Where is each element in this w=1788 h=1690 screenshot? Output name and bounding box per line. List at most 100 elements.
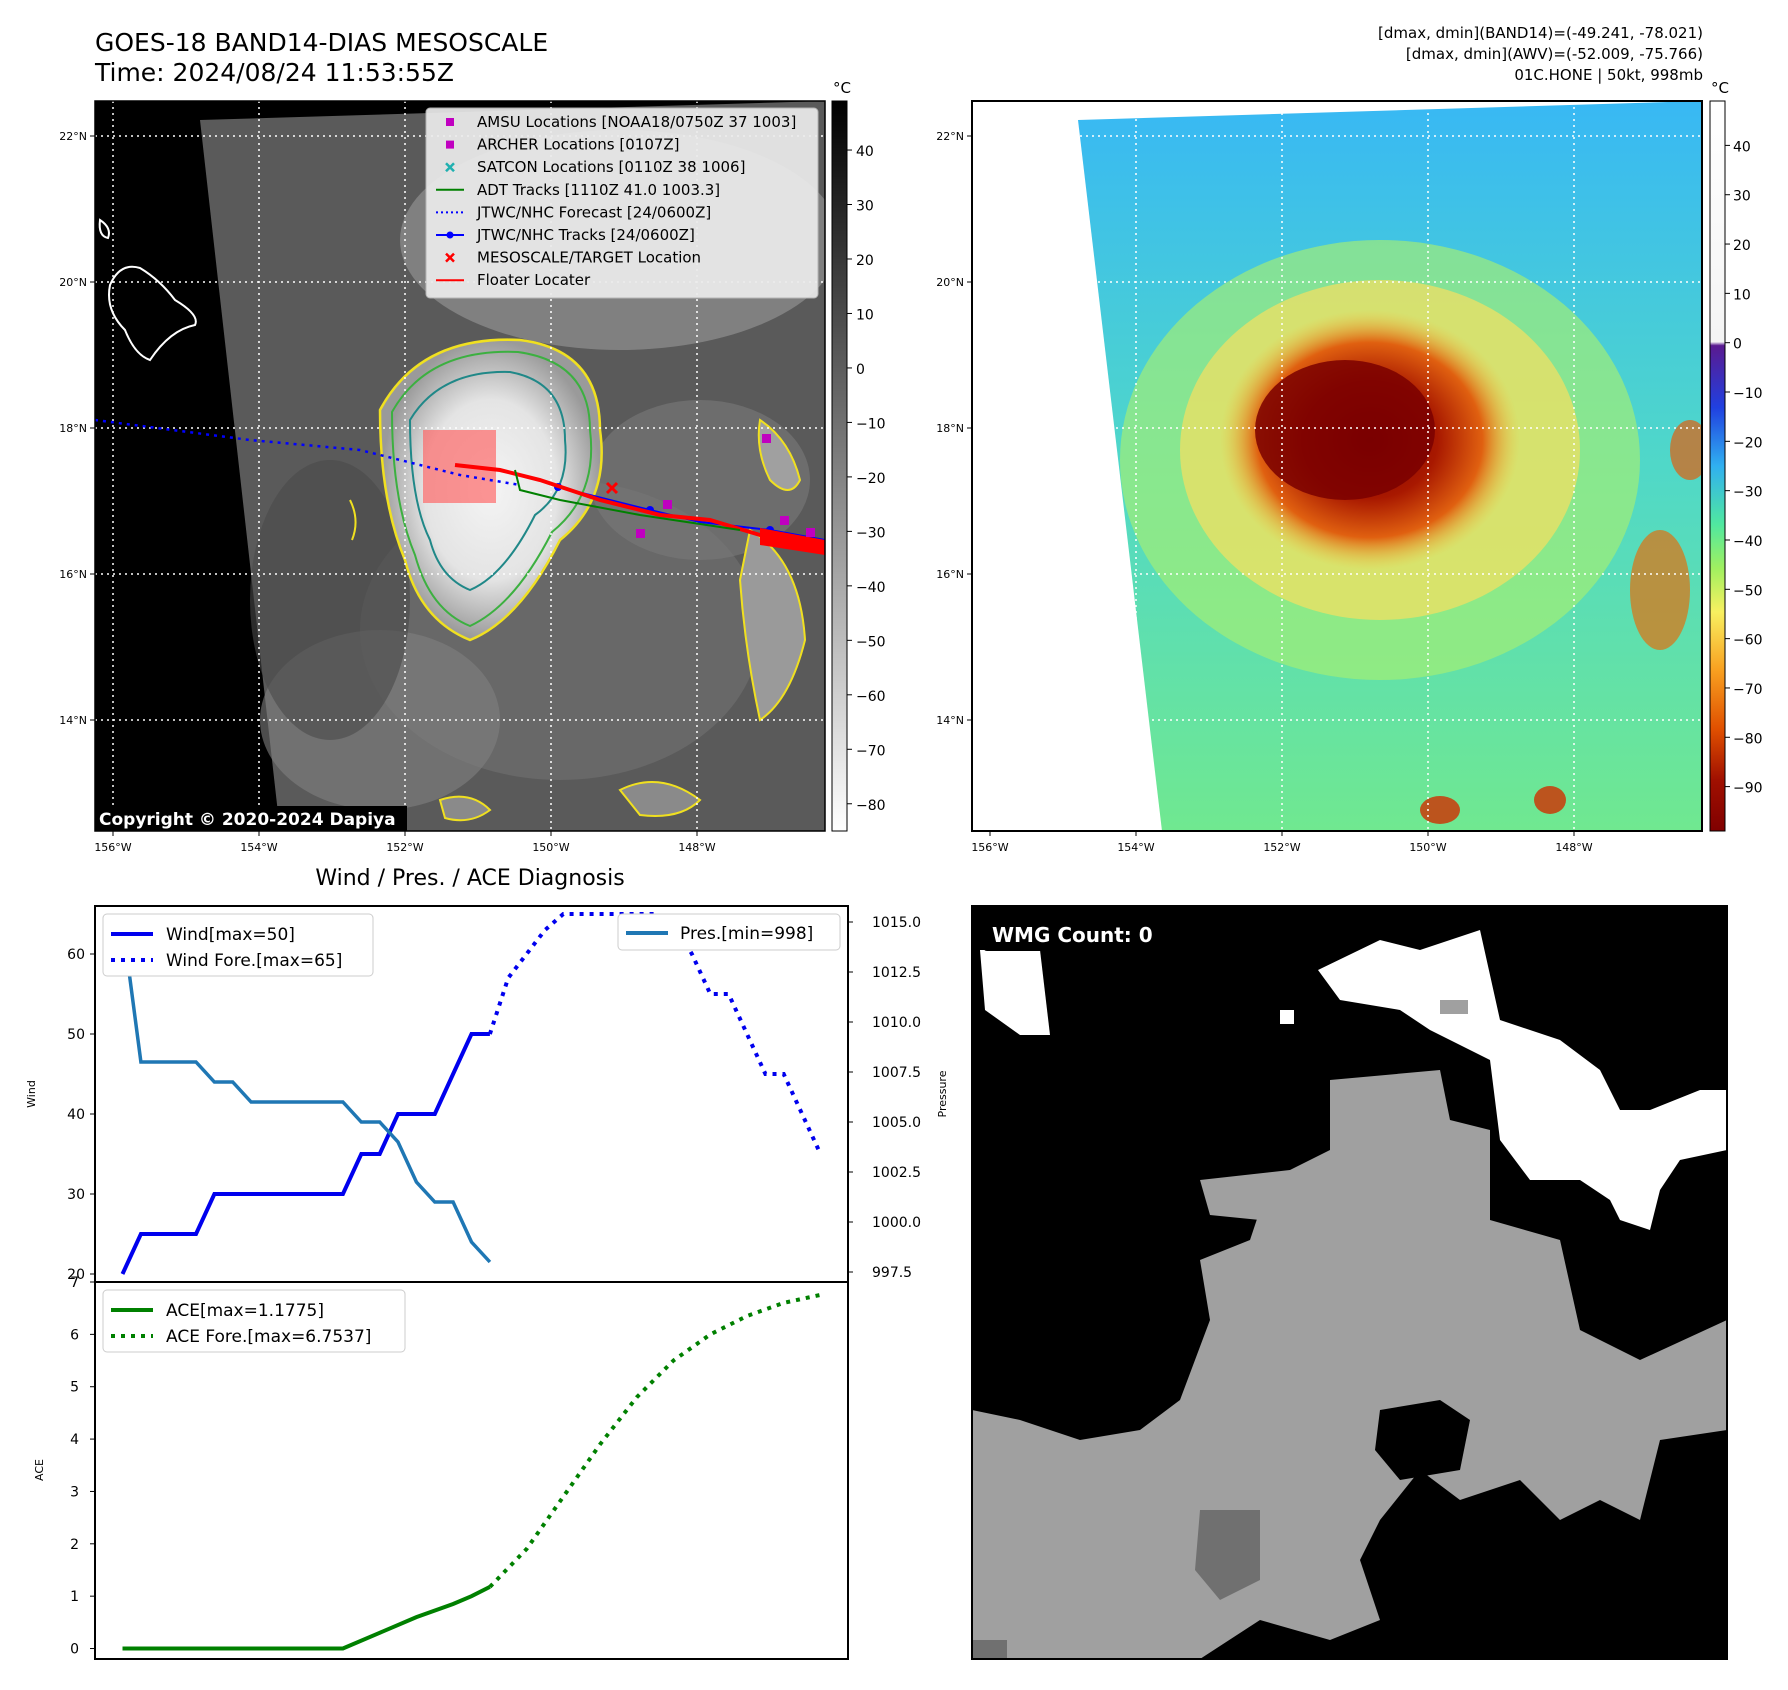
map-lon-ticks: 156°W 154°W 152°W 150°W 148°W [94,831,716,854]
lat-tick-label: 18°N [59,422,87,435]
lat-tick-label: 22°N [59,130,87,143]
wmg-dark-gray [1195,1510,1260,1600]
target-x [605,481,619,495]
ir-colorbar-tick: 40 [856,144,874,160]
pressure-series-line [120,921,492,1264]
wind-legend-box [102,913,374,977]
wmg-frame [971,905,1728,1660]
map-legend-label: MESOSCALE/TARGET Location [477,249,701,267]
awv-colorbar-tick: −90 [1733,781,1763,797]
ace-legend: ACE[max=1.1775] ACE Fore.[max=6.7537] [102,1289,406,1353]
awv-colorbar-tick: −70 [1733,682,1763,698]
wind-y-ticks: 20 30 40 50 60 [67,947,95,1283]
wind-series-line [120,1032,490,1275]
awv-colorbar-tick: 30 [1733,189,1751,205]
awv-colorbar-tick: −40 [1733,534,1763,550]
lon-tick-label: 148°W [1555,841,1592,854]
awv-colorbar-unit: °C [1711,79,1729,97]
ir-colorbar-tick: −10 [856,416,886,432]
lon-tick-label: 156°W [94,841,131,854]
figure-title: GOES-18 BAND14-DIAS MESOSCALE [95,28,548,57]
legend-square-marker [446,118,454,126]
ir-colorbar-tick: −70 [856,743,886,759]
map-legend-label: JTWC/NHC Tracks [24/0600Z] [476,226,695,244]
map-legend-item: ARCHER Locations [0107Z] [446,136,680,154]
stats-line-2: [dmax, dmin](AWV)=(-52.009, -75.766) [1406,45,1703,63]
adt-track [514,469,741,531]
map-legend-label: ADT Tracks [1110Z 41.0 1003.3] [477,181,720,199]
awv-colorbar-tick: −30 [1733,485,1763,501]
amsu-markers [636,434,815,538]
contour-green [390,350,593,628]
awv-colorbar-tick: 40 [1733,139,1751,155]
contour-teal [408,370,567,592]
lon-tick-label: 150°W [532,841,569,854]
lat-tick-label: 20°N [936,276,964,289]
awv-colorbar-tick: 10 [1733,287,1751,303]
ir-colorbar-tick: 0 [856,362,865,378]
wind-axis-label: Wind [25,1080,38,1108]
ace-legend-box [102,1289,406,1353]
pressure-tick-label: 1010.0 [872,1015,921,1031]
lat-tick-label: 14°N [936,714,964,727]
awv-colorbar-tick: −60 [1733,633,1763,649]
map-legend-label: JTWC/NHC Forecast [24/0600Z] [476,203,711,221]
lat-tick-label: 16°N [59,568,87,581]
lon-tick-label: 154°W [1117,841,1154,854]
diagnosis-title: Wind / Pres. / ACE Diagnosis [315,866,624,891]
lon-tick-label: 150°W [1409,841,1446,854]
legend-dot-marker [446,231,454,239]
map-legend-item: JTWC/NHC Forecast [24/0600Z] [436,203,711,221]
ir-colorbar-tick: −60 [856,689,886,705]
wind-tick-label: 50 [67,1027,85,1043]
pressure-tick-label: 1015.0 [872,915,921,931]
ace-legend-label: ACE[max=1.1775] [166,1301,324,1321]
map-legend-item: ADT Tracks [1110Z 41.0 1003.3] [436,181,720,199]
map-legend-item: AMSU Locations [NOAA18/0750Z 37 1003] [446,113,796,131]
legend-x-marker [445,252,455,263]
ace-tick-label: 6 [70,1327,79,1343]
lat-tick-label: 20°N [59,276,87,289]
wind-tick-label: 20 [67,1267,85,1283]
awv-colorbar-tick: −20 [1733,435,1763,451]
contour-yellow [378,338,603,642]
wmg-gray-region [972,1070,1727,1659]
ir-colorbar-tick: −20 [856,471,886,487]
wind-legend-label: Wind Fore.[max=65] [166,951,342,971]
awv-colorbar-tick: 0 [1733,337,1742,353]
lon-tick-label: 156°W [971,841,1008,854]
ir-colorbar-tick: 20 [856,253,874,269]
pressure-legend-label: Pres.[min=998] [680,924,813,944]
pressure-tick-label: 1007.5 [872,1065,921,1081]
lon-tick-label: 148°W [678,841,715,854]
maui-coastline [98,218,110,240]
wind-legend: Wind[max=50] Wind Fore.[max=65] [102,913,374,977]
awv-colorbar-tick: −50 [1733,583,1763,599]
map-lat-ticks: 22°N 20°N 18°N 16°N 14°N [59,130,95,727]
map-legend-item: SATCON Locations [0110Z 38 1006] [445,158,745,176]
map-legend-label: AMSU Locations [NOAA18/0750Z 37 1003] [477,113,796,131]
ace-tick-label: 0 [70,1642,79,1658]
lat-tick-label: 22°N [936,130,964,143]
ace-tick-label: 7 [70,1275,79,1291]
pressure-axis-label: Pressure [936,1070,949,1117]
ace-tick-label: 1 [70,1589,79,1605]
wind-legend-label: Wind[max=50] [166,925,295,945]
hawaii-coastline [108,265,197,362]
ace-chart-series [122,1292,821,1651]
ace-tick-label: 3 [70,1484,79,1500]
ir-colorbar-tick: −30 [856,525,886,541]
ir-colorbar-ticks: 40 30 20 10 0 −10 −20 −30 −40 −50 −60 −70 −80 [847,144,886,814]
floater-track [454,463,825,552]
ir-colorbar [831,100,848,832]
map-legend-item: MESOSCALE/TARGET Location [445,249,701,267]
lat-tick-label: 18°N [936,422,964,435]
copyright-text: Copyright © 2020-2024 Dapiya [99,810,396,830]
wmg-white-region [1318,930,1727,1230]
wind-tick-label: 30 [67,1187,85,1203]
wmg-label-bg [983,917,1168,951]
map-legend-item: JTWC/NHC Tracks [24/0600Z] [436,226,695,244]
awv-lat-ticks: 22°N 20°N 18°N 16°N 14°N [936,130,972,727]
ace-tick-label: 4 [70,1432,79,1448]
wind-tick-label: 60 [67,947,85,963]
